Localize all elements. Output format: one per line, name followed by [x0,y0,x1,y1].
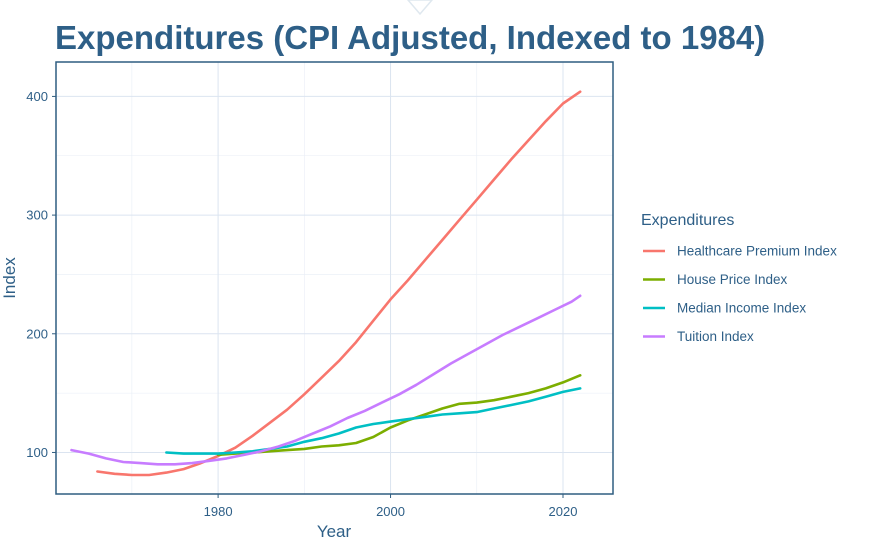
grid-minor [56,62,613,494]
x-tick-label: 1980 [204,504,233,519]
legend-title: Expenditures [641,212,734,229]
x-axis-ticks: 1980 2000 2020 [204,494,578,519]
legend-label: Median Income Index [677,301,806,316]
y-axis-ticks: 100 200 300 400 [26,89,56,460]
x-axis-label: Year [317,522,352,541]
grid-major [56,62,613,494]
y-tick-label: 400 [26,89,48,104]
legend: Expenditures Healthcare Premium Index Hou… [641,212,837,344]
plot-area [55,61,614,495]
legend-items: Healthcare Premium Index House Price Inde… [643,244,837,344]
y-tick-label: 200 [26,326,48,341]
series-lines [70,90,582,477]
legend-label: Tuition Index [677,329,754,344]
x-tick-label: 2000 [376,504,405,519]
legend-label: Healthcare Premium Index [677,244,837,259]
series-line [165,387,582,455]
series-line [216,374,582,457]
chart-title: Expenditures (CPI Adjusted, Indexed to 1… [55,19,765,56]
y-axis-label: Index [0,257,19,299]
top-logo-icon [407,0,433,16]
plot-border [55,61,614,495]
y-tick-label: 100 [26,445,48,460]
series-line [96,90,582,477]
legend-label: House Price Index [677,272,788,287]
series-line [70,294,582,466]
y-tick-label: 300 [26,208,48,223]
x-tick-label: 2020 [549,504,578,519]
plot-background [56,62,613,494]
